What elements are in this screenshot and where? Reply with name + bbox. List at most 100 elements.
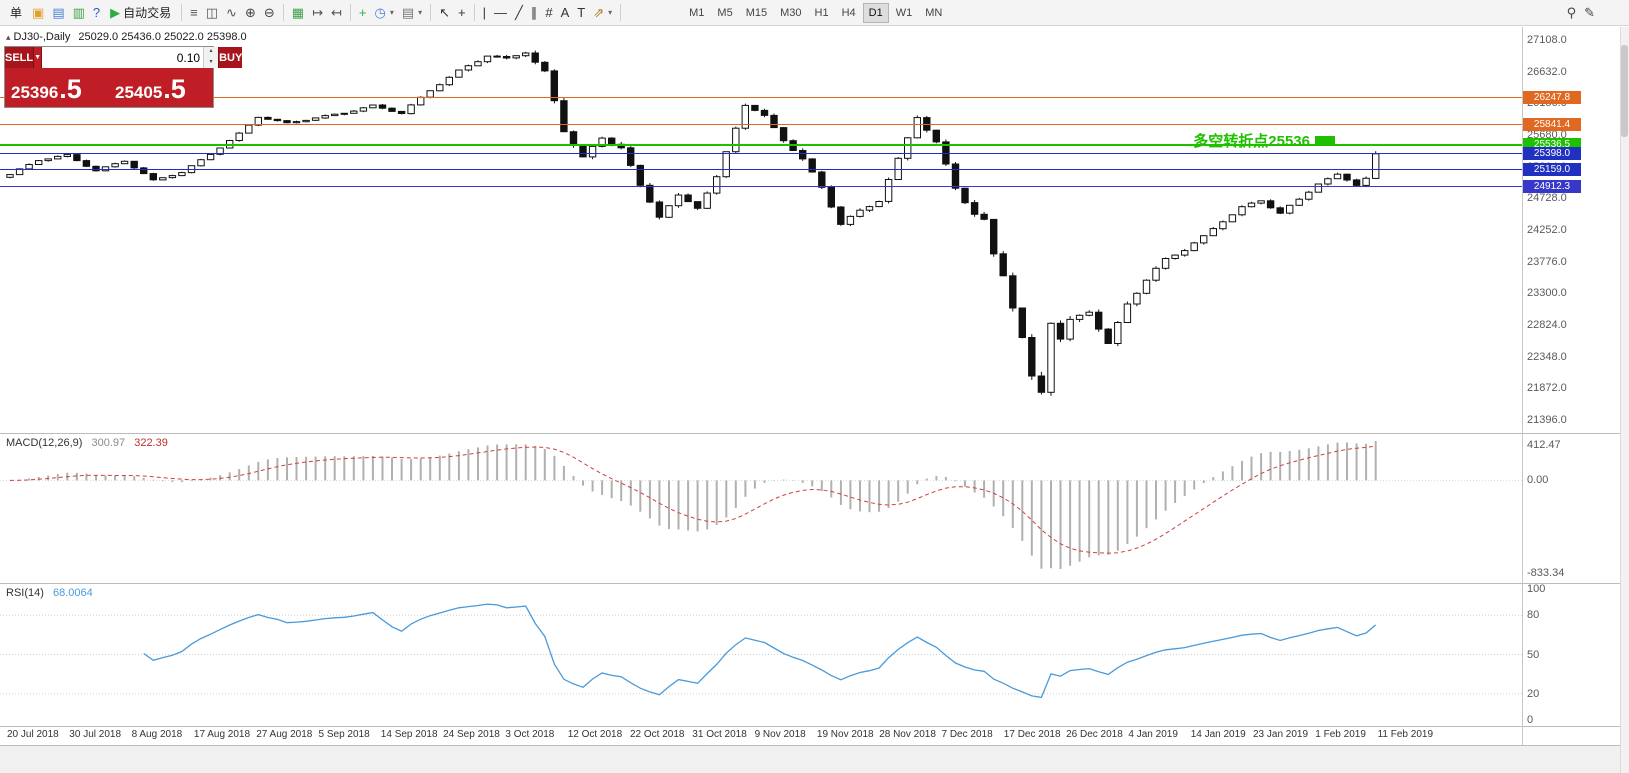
arrows-icon-caret[interactable]: ▾ [608, 8, 613, 17]
crosshair-icon[interactable]: + [454, 5, 470, 20]
candles-canvas[interactable] [0, 27, 1522, 433]
toolbar: 单 ▣ ▤ ▥? ▶ 自动交易 ≡ ◫ ∿ ⊕ ⊖ ▦ ↦ ↤ + ◷ ▾ ▤ ▾ ↖ + | — ╱ ∥ # A T ⇗ ▾ M1 M5 M… [0, 0, 1629, 26]
templates-icon-caret[interactable]: ▾ [418, 8, 423, 17]
quote-options-caret[interactable]: ▼ [34, 47, 43, 68]
help-icon[interactable]: ? [89, 5, 104, 20]
rsi-axis-label: 50 [1527, 648, 1540, 661]
templates-icon[interactable]: ▤ ▾ [398, 5, 426, 20]
timeframe-m15[interactable]: M15 [745, 6, 768, 19]
candlestick-chart-icon[interactable]: ◫ [202, 5, 222, 20]
candlestick-chart-icon-glyph: ◫ [205, 5, 219, 20]
periods-icon-caret[interactable]: ▾ [389, 8, 394, 17]
add-indicator-icon[interactable]: + [355, 5, 371, 20]
vertical-line-icon[interactable]: | [479, 5, 490, 20]
new-order-button[interactable]: 单 [4, 3, 28, 22]
rsi-axis-label: 0 [1527, 714, 1534, 726]
sell-price[interactable]: 25396 .5 [5, 68, 109, 107]
bar-chart-icon[interactable]: ≡ [186, 5, 202, 20]
volume-up-button[interactable]: ▴ [204, 47, 219, 58]
volume-input[interactable] [42, 47, 204, 68]
arrows-icon[interactable]: ⇗ ▾ [589, 5, 616, 20]
volume-down-button[interactable]: ▾ [204, 57, 219, 68]
date-label: 24 Sep 2018 [443, 729, 500, 740]
price-line-25536.5[interactable] [0, 143, 1522, 146]
macd-signal-value: 322.39 [134, 437, 168, 449]
market-watch-icon-glyph: ▥ [72, 5, 85, 20]
zoom-in-icon-glyph: ⊕ [244, 5, 256, 20]
vertical-scrollbar[interactable] [1620, 27, 1629, 773]
price-line-26247.8[interactable] [0, 96, 1522, 98]
timeframe-w1[interactable]: W1 [895, 6, 913, 19]
price-line-25159.0[interactable] [0, 169, 1522, 171]
periods-icon[interactable]: ◷ ▾ [370, 5, 397, 20]
rsi-panel[interactable] [0, 583, 1522, 726]
charts-window-icon[interactable]: ▤ [48, 5, 68, 20]
timeframe-h1[interactable]: H1 [814, 6, 829, 19]
text-label-icon[interactable]: T [573, 5, 589, 20]
vertical-line-icon-glyph: | [482, 5, 487, 20]
symbol-marker-icon: ▴ [6, 32, 11, 42]
fibonacci-icon[interactable]: # [541, 5, 556, 20]
buy-price[interactable]: 25405 .5 [109, 68, 213, 107]
toolbar-separator [349, 4, 351, 21]
price-line-24912.3[interactable] [0, 185, 1522, 187]
line-chart-icon[interactable]: ∿ [222, 5, 241, 20]
cursor-icon[interactable]: ↖ [435, 5, 454, 20]
charts-window-icon-glyph: ▤ [52, 5, 65, 20]
new-order-icon[interactable]: ▣ [28, 5, 48, 20]
macd-canvas[interactable] [0, 433, 1522, 583]
text-icon[interactable]: A [557, 5, 574, 20]
timeframe-m1[interactable]: M1 [689, 6, 705, 19]
zoom-in-icon[interactable]: ⊕ [241, 5, 260, 20]
edit-icon[interactable]: ✎ [1580, 5, 1599, 20]
equidistant-channel-icon-glyph: ∥ [530, 5, 538, 20]
chart-shift-icon[interactable]: ↤ [327, 5, 346, 20]
price-line-25398.0[interactable] [0, 153, 1522, 155]
date-label: 3 Oct 2018 [505, 729, 555, 740]
macd-label: MACD(12,26,9) 300.97 322.39 [6, 437, 168, 449]
timeframe-h4[interactable]: H4 [841, 6, 856, 19]
panel-divider[interactable] [0, 583, 1629, 584]
vertical-scrollbar-thumb[interactable] [1621, 45, 1628, 137]
price-axis-label: 26632.0 [1527, 65, 1567, 78]
date-label: 20 Jul 2018 [7, 729, 59, 740]
new-order-icon-glyph: ▣ [32, 5, 45, 20]
market-watch-icon[interactable]: ▥ [69, 5, 89, 20]
macd-panel[interactable] [0, 433, 1522, 583]
price-axis-label: 22824.0 [1527, 319, 1567, 331]
timeframe-d1[interactable]: D1 [862, 2, 889, 23]
sell-price-main: 25396 [11, 83, 59, 102]
timeframe-mn[interactable]: MN [925, 6, 943, 19]
date-label: 19 Nov 2018 [816, 729, 874, 740]
cursor-icon-glyph: ↖ [439, 5, 451, 20]
auto-scroll-icon[interactable]: ↦ [308, 5, 327, 20]
auto-trading-button[interactable]: ▶ 自动交易 [104, 3, 177, 22]
trendline-icon[interactable]: ╱ [511, 5, 527, 20]
price-axis-label: 24252.0 [1527, 224, 1567, 236]
toolbar-separator [430, 4, 432, 21]
horizontal-line-icon[interactable]: — [490, 5, 511, 20]
quote-top-row: SELL ▼ ▴ ▾ BUY [5, 47, 243, 68]
timeframe-m5[interactable]: M5 [717, 6, 733, 19]
crosshair-icon-glyph: + [458, 5, 466, 20]
date-label: 1 Feb 2019 [1315, 729, 1366, 740]
price-line-badge: 25398.0 [1523, 147, 1581, 161]
zoom-out-icon-glyph: ⊖ [263, 5, 275, 20]
price-chart-panel[interactable] [0, 27, 1522, 433]
macd-main-value: 300.97 [91, 437, 126, 449]
timeframe-m30[interactable]: M30 [780, 6, 802, 19]
equidistant-channel-icon[interactable]: ∥ [527, 5, 542, 20]
price-line-25841.4[interactable] [0, 123, 1522, 125]
buy-button[interactable]: BUY [219, 47, 243, 68]
zoom-out-icon[interactable]: ⊖ [260, 5, 279, 20]
panel-divider[interactable] [0, 433, 1629, 434]
status-border [0, 745, 1629, 746]
status-bar [0, 745, 1629, 773]
tile-windows-icon[interactable]: ▦ [288, 5, 308, 20]
timeframe-group: M1 M5 M15 M30 H1 H4 D1 W1 MN [683, 2, 948, 23]
chart-annotation[interactable]: 多空转折点25536 [1095, 130, 1335, 151]
new-order-button-label: 单 [10, 6, 23, 20]
search-icon[interactable]: ⚲ [1563, 5, 1581, 20]
rsi-canvas[interactable] [0, 583, 1522, 726]
sell-button[interactable]: SELL [5, 47, 35, 68]
